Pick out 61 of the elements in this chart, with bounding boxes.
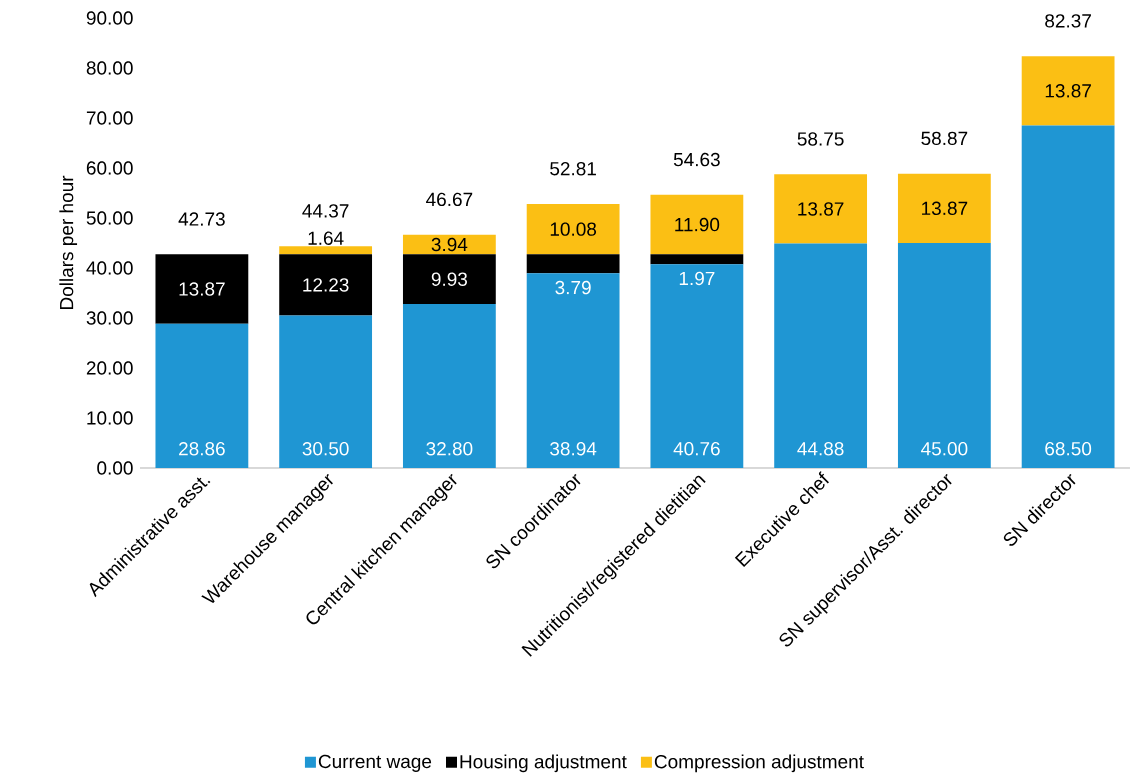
y-tick-label: 90.00	[86, 11, 133, 25]
data-label: 13.87	[179, 282, 225, 296]
total-label: 58.87	[921, 131, 968, 146]
bar	[279, 315, 373, 468]
data-label: 12.23	[303, 278, 349, 292]
data-label: 13.87	[798, 202, 844, 216]
total-label: 46.67	[426, 192, 473, 207]
y-tick-label: 80.00	[86, 61, 133, 75]
bar	[650, 254, 744, 265]
bar	[897, 242, 991, 468]
data-label: 45.00	[921, 442, 968, 456]
y-tick-label: 30.00	[86, 311, 133, 325]
data-label: 9.93	[431, 272, 468, 286]
data-label: 32.80	[426, 442, 473, 456]
bar	[650, 264, 744, 468]
bar	[279, 246, 373, 255]
data-label: 1.64	[308, 231, 344, 245]
bar	[1021, 56, 1115, 126]
bar	[526, 273, 620, 468]
bar	[402, 303, 496, 468]
y-tick-label: 60.00	[86, 161, 133, 175]
bar	[1021, 125, 1115, 468]
total-label: 42.73	[178, 212, 225, 226]
bar	[774, 174, 868, 244]
total-label: 54.63	[673, 152, 720, 167]
bar	[897, 173, 991, 243]
bar	[402, 254, 496, 304]
legend-label: Housing adjustment	[460, 754, 627, 773]
bar	[526, 254, 620, 274]
y-tick-label: 40.00	[86, 261, 133, 275]
bar	[526, 203, 620, 255]
y-tick-label: 50.00	[86, 211, 133, 225]
data-label: 40.76	[673, 442, 720, 456]
total-label: 44.37	[302, 204, 349, 218]
legend-label: Current wage	[318, 754, 432, 772]
data-label: 68.50	[1045, 442, 1092, 456]
bar	[650, 194, 744, 255]
data-label: 28.86	[179, 442, 225, 456]
total-label: 52.81	[550, 161, 596, 176]
y-tick-label: 10.00	[87, 411, 133, 425]
data-label: 3.79	[555, 280, 591, 295]
legend-label: Compression adjustment	[654, 754, 864, 773]
bar	[155, 254, 249, 324]
data-label: 3.94	[431, 237, 468, 252]
bar	[155, 323, 249, 468]
data-label: 30.50	[302, 442, 349, 456]
total-label: 82.37	[1045, 14, 1091, 28]
bar	[774, 243, 868, 468]
data-label: 44.88	[797, 442, 844, 456]
data-label: 13.87	[922, 201, 968, 216]
data-label: 38.94	[550, 442, 597, 456]
y-tick-label: 70.00	[86, 111, 133, 125]
data-label: 13.87	[1045, 84, 1091, 98]
total-label: 58.75	[797, 132, 844, 146]
y-tick-label: 20.00	[86, 361, 133, 375]
y-axis-title: Dollars per hour	[59, 175, 78, 310]
y-tick-label: 0.00	[97, 461, 133, 475]
data-label: 11.90	[675, 217, 720, 232]
bar	[279, 254, 373, 316]
data-label: 1.97	[679, 271, 715, 286]
data-label: 10.08	[550, 222, 597, 236]
